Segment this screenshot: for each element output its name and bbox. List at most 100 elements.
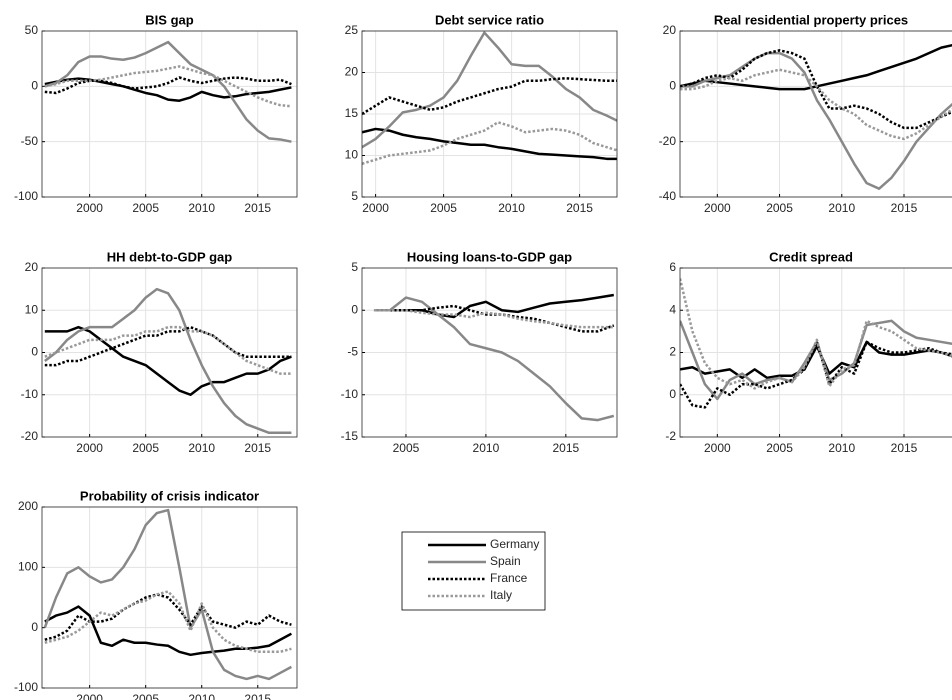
series-group xyxy=(43,508,292,681)
plot-area xyxy=(42,507,297,688)
x-tick-label: 2005 xyxy=(132,201,159,215)
chart-title: Debt service ratio xyxy=(435,12,544,27)
series-group xyxy=(680,278,952,409)
series-line xyxy=(373,296,615,422)
series-line xyxy=(44,593,292,641)
y-tick-label: 4 xyxy=(669,302,676,316)
series-line xyxy=(44,287,292,435)
axes-box xyxy=(679,267,952,438)
x-tick-label: 2015 xyxy=(891,201,918,215)
series-line xyxy=(680,340,952,409)
legend-label: Italy xyxy=(490,588,512,602)
plot-area xyxy=(680,31,952,197)
y-tick-label: -20 xyxy=(21,429,39,443)
x-tick-label: 2010 xyxy=(188,692,215,700)
series-line xyxy=(362,31,617,149)
chart-title: BIS gap xyxy=(145,12,193,27)
y-tick-label: 50 xyxy=(25,23,39,37)
series-line xyxy=(44,605,292,657)
y-tick-label: -40 xyxy=(659,189,677,203)
legend-label: Germany xyxy=(490,537,539,551)
x-tick-label: 2010 xyxy=(498,201,525,215)
series-line xyxy=(44,76,292,95)
axes-box xyxy=(679,30,952,198)
series-line xyxy=(43,508,292,681)
x-tick-label: 2005 xyxy=(430,201,457,215)
series-line xyxy=(44,40,292,143)
x-tick-label: 2000 xyxy=(704,201,731,215)
y-tick-label: 20 xyxy=(345,65,359,79)
x-tick-label: 2005 xyxy=(393,441,420,455)
y-tick-label: 5 xyxy=(351,260,358,274)
x-tick-label: 2010 xyxy=(473,441,500,455)
x-tick-label: 2000 xyxy=(76,441,103,455)
y-tick-label: -100 xyxy=(14,189,38,203)
series-line xyxy=(680,319,952,401)
series-line xyxy=(362,77,617,116)
x-tick-label: 2010 xyxy=(188,441,215,455)
x-tick-label: 2015 xyxy=(891,441,918,455)
series-group xyxy=(44,287,292,435)
x-tick-label: 2000 xyxy=(76,201,103,215)
x-tick-label: 2005 xyxy=(132,692,159,700)
series-line xyxy=(44,590,292,654)
plot-area xyxy=(42,31,297,197)
y-tick-label: 0 xyxy=(351,302,358,316)
y-tick-label: -2 xyxy=(665,429,676,443)
y-tick-label: 20 xyxy=(663,23,677,37)
axes-box xyxy=(41,30,298,198)
series-line xyxy=(680,278,952,390)
series-line xyxy=(44,325,292,396)
y-tick-label: 100 xyxy=(18,560,38,574)
series-line xyxy=(44,65,292,108)
y-tick-label: -15 xyxy=(341,429,359,443)
y-tick-label: 20 xyxy=(25,260,39,274)
axes-box xyxy=(361,30,618,198)
y-tick-label: 5 xyxy=(351,189,358,203)
series-line xyxy=(373,304,615,333)
y-tick-label: 10 xyxy=(345,148,359,162)
chart-title: Credit spread xyxy=(769,249,853,264)
y-tick-label: -5 xyxy=(347,345,358,359)
series-group xyxy=(362,31,617,165)
x-tick-label: 2015 xyxy=(244,201,271,215)
y-tick-label: -20 xyxy=(659,134,677,148)
x-tick-label: 2015 xyxy=(566,201,593,215)
y-tick-label: 0 xyxy=(31,620,38,634)
y-tick-label: -10 xyxy=(341,387,359,401)
y-tick-label: 0 xyxy=(31,345,38,359)
legend-label: Spain xyxy=(490,554,521,568)
series-line xyxy=(373,293,614,319)
y-tick-label: 10 xyxy=(25,302,39,316)
axes-box xyxy=(361,267,618,438)
series-group xyxy=(680,43,952,190)
y-tick-label: -10 xyxy=(21,387,39,401)
series-line xyxy=(680,68,952,141)
x-tick-label: 2005 xyxy=(132,441,159,455)
y-tick-label: 15 xyxy=(345,106,359,120)
axes-box xyxy=(41,506,298,689)
x-tick-label: 2010 xyxy=(188,201,215,215)
x-tick-label: 2015 xyxy=(244,441,271,455)
y-tick-label: 6 xyxy=(669,260,676,274)
series-line xyxy=(44,325,292,375)
y-tick-label: 0 xyxy=(669,387,676,401)
chart-title: Housing loans-to-GDP gap xyxy=(407,249,572,264)
legend-label: France xyxy=(490,571,528,585)
series-group xyxy=(373,293,615,422)
x-tick-label: 2010 xyxy=(828,201,855,215)
axes-box xyxy=(41,267,298,438)
x-tick-label: 2005 xyxy=(766,441,793,455)
y-tick-label: 0 xyxy=(669,79,676,93)
x-tick-label: 2000 xyxy=(704,441,731,455)
x-tick-label: 2010 xyxy=(828,441,855,455)
x-tick-label: 2015 xyxy=(552,441,579,455)
y-tick-label: -100 xyxy=(14,680,38,694)
series-line xyxy=(680,340,952,380)
y-tick-label: 200 xyxy=(18,499,38,513)
chart-title: HH debt-to-GDP gap xyxy=(107,249,232,264)
series-line xyxy=(44,325,292,367)
chart-title: Real residential property prices xyxy=(714,12,908,27)
y-tick-label: 2 xyxy=(669,345,676,359)
